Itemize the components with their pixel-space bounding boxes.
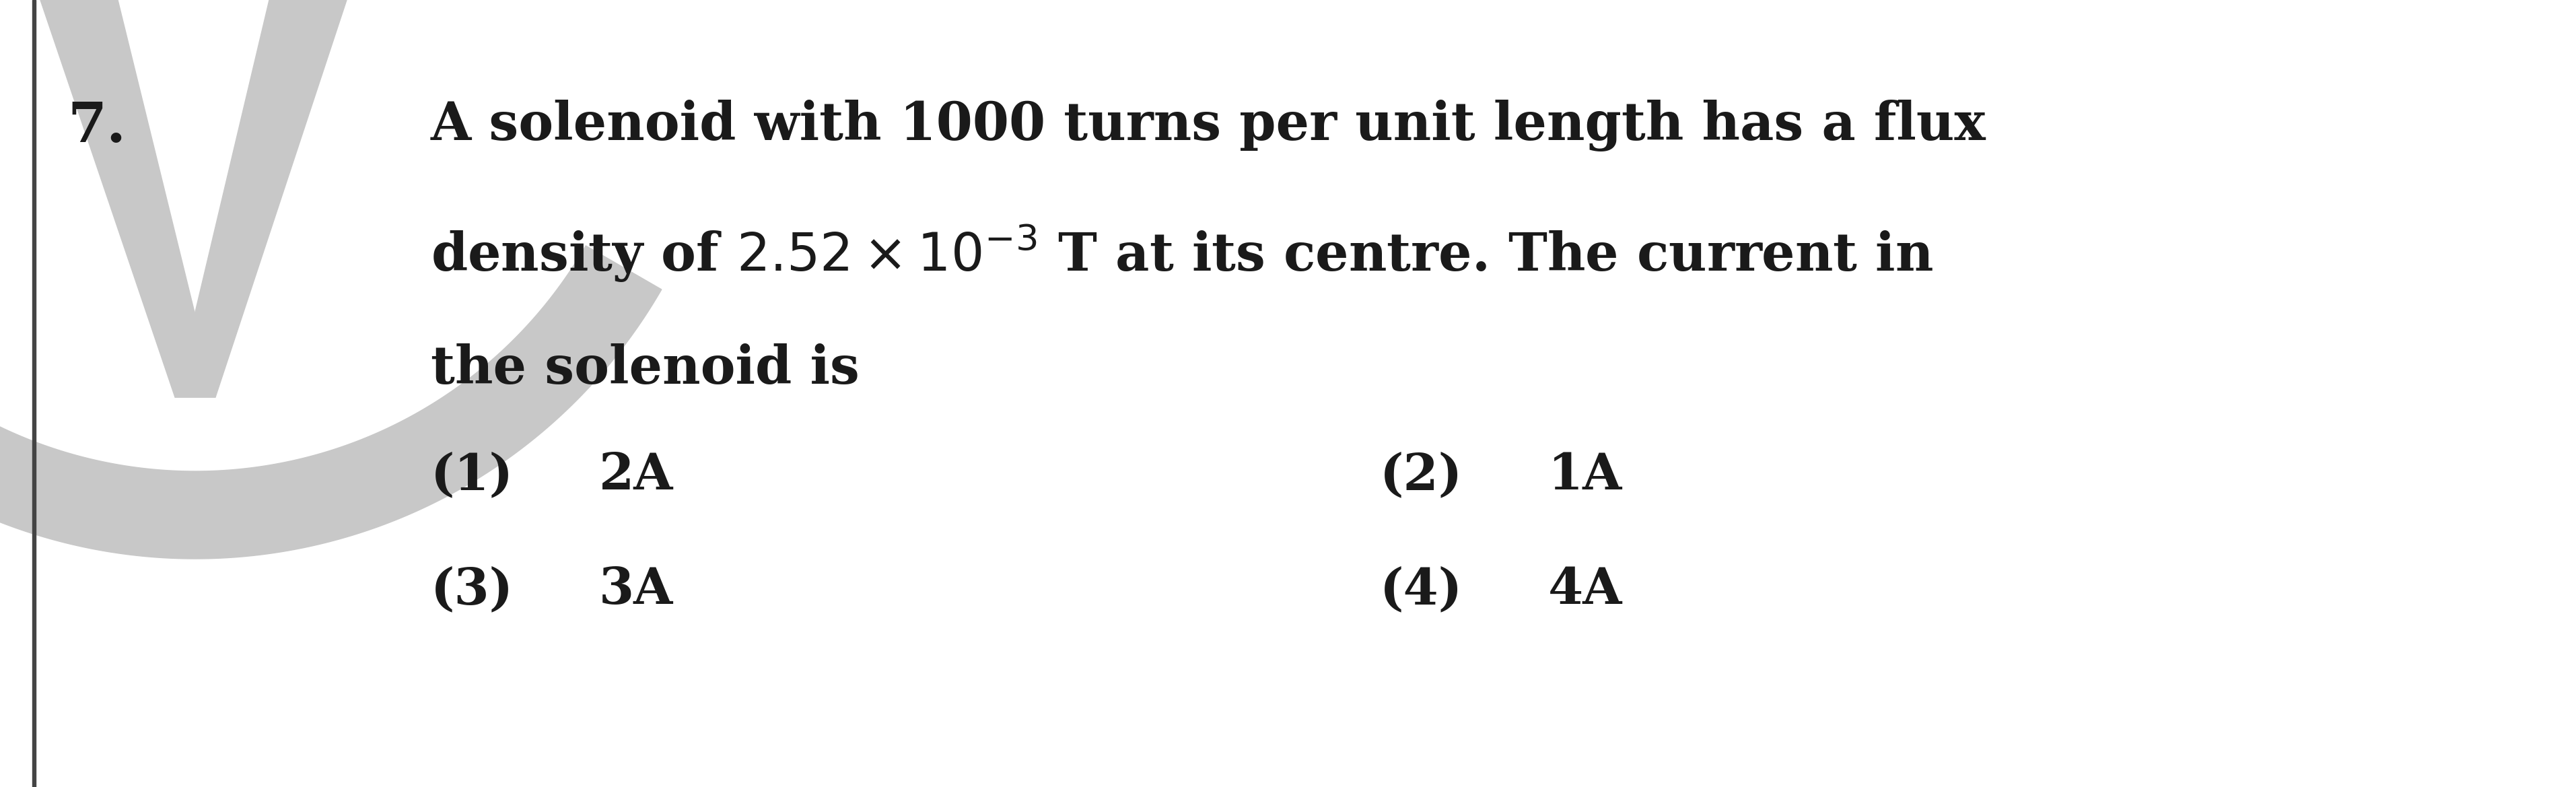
Text: density of $2.52\times10^{-3}$ T at its centre. The current in: density of $2.52\times10^{-3}$ T at its … xyxy=(430,222,1935,284)
Text: 7.: 7. xyxy=(67,100,126,153)
Text: 2A: 2A xyxy=(600,451,672,501)
Text: A solenoid with 1000 turns per unit length has a flux: A solenoid with 1000 turns per unit leng… xyxy=(430,100,1986,151)
Text: the solenoid is: the solenoid is xyxy=(430,343,860,394)
Bar xyxy=(33,0,36,787)
Text: (2): (2) xyxy=(1381,451,1463,501)
Text: 3A: 3A xyxy=(600,566,672,615)
Text: 4A: 4A xyxy=(1548,566,1623,615)
Text: 1A: 1A xyxy=(1548,451,1623,501)
Text: (1): (1) xyxy=(430,451,513,501)
Text: (3): (3) xyxy=(430,566,513,615)
Polygon shape xyxy=(41,0,216,397)
Polygon shape xyxy=(157,0,232,249)
Text: (4): (4) xyxy=(1381,566,1463,615)
Polygon shape xyxy=(0,246,662,559)
Polygon shape xyxy=(175,0,348,397)
